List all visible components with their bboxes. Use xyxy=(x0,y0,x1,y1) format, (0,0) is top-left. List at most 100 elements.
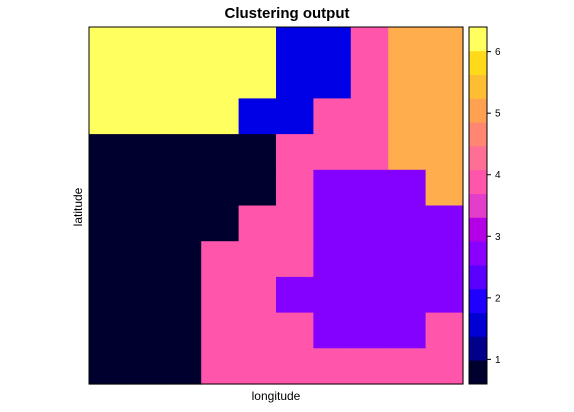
heatmap-cell xyxy=(388,98,427,135)
heatmap-cell xyxy=(350,27,389,64)
heatmap-cell xyxy=(276,276,314,314)
heatmap-cell xyxy=(313,27,352,64)
heatmap-cell xyxy=(313,134,352,171)
heatmap-cell xyxy=(126,205,165,242)
heatmap-cell xyxy=(163,27,202,64)
heatmap-cell xyxy=(425,276,464,314)
heatmap-cell xyxy=(201,348,240,385)
heatmap-cell xyxy=(276,241,314,278)
heatmap-cell xyxy=(388,205,427,242)
heatmap-cell xyxy=(238,276,277,314)
heatmap-cell xyxy=(425,169,464,207)
heatmap-cell xyxy=(163,312,202,349)
heatmap-cell xyxy=(313,348,352,385)
heatmap-cell xyxy=(388,241,427,278)
colorbar-swatch xyxy=(469,98,487,123)
heatmap-cell xyxy=(201,27,240,64)
heatmap-cell xyxy=(276,169,314,207)
heatmap-cell xyxy=(89,241,127,278)
heatmap-cell xyxy=(350,134,389,171)
heatmap-cell xyxy=(201,276,240,314)
colorbar-tick-label: 6 xyxy=(495,47,501,58)
heatmap-cell xyxy=(276,62,314,99)
heatmap-cell xyxy=(425,27,464,64)
heatmap-cell xyxy=(201,169,240,207)
heatmap-cell xyxy=(89,348,127,385)
heatmap-cell xyxy=(163,62,202,99)
colorbar-tick-label: 4 xyxy=(495,170,501,181)
heatmap-cell xyxy=(276,348,314,385)
heatmap-cell xyxy=(276,312,314,349)
heatmap-cell xyxy=(313,169,352,207)
heatmap-cell xyxy=(238,27,277,64)
colorbar-swatch xyxy=(469,217,487,242)
heatmap-cell xyxy=(276,27,314,64)
heatmap-cell xyxy=(425,98,464,135)
heatmap-cell xyxy=(201,205,240,242)
heatmap-cell xyxy=(126,134,165,171)
heatmap-cell xyxy=(238,312,277,349)
heatmap-cell xyxy=(163,205,202,242)
heatmap-cell xyxy=(313,241,352,278)
heatmap-cell xyxy=(388,134,427,171)
heatmap-cell xyxy=(313,276,352,314)
heatmap-cell xyxy=(126,98,165,135)
heatmap-cell xyxy=(425,134,464,171)
heatmap-cell xyxy=(350,205,389,242)
heatmap-cell xyxy=(238,241,277,278)
heatmap-cell xyxy=(238,134,277,171)
plot-frame xyxy=(88,26,464,385)
colorbar-tick-label: 5 xyxy=(495,109,501,120)
heatmap-cell xyxy=(89,62,127,99)
heatmap-cell xyxy=(350,241,389,278)
heatmap-cell xyxy=(89,169,127,207)
heatmap-cell xyxy=(201,134,240,171)
heatmap-cell xyxy=(388,348,427,385)
chart-title: Clustering output xyxy=(225,5,350,22)
heatmap-cell xyxy=(238,98,277,135)
heatmap-cell xyxy=(388,62,427,99)
heatmap-cell xyxy=(89,98,127,135)
colorbar-swatch xyxy=(469,146,487,171)
heatmap-cell xyxy=(126,169,165,207)
heatmap-cell xyxy=(313,62,352,99)
heatmap-cell xyxy=(238,348,277,385)
colorbar-swatch xyxy=(469,241,487,266)
heatmap-cell xyxy=(126,27,165,64)
heatmap-cell xyxy=(201,312,240,349)
heatmap-cell xyxy=(89,205,127,242)
heatmap-cell xyxy=(425,205,464,242)
colorbar-swatch xyxy=(469,50,487,75)
heatmap-cell xyxy=(425,62,464,99)
x-axis-label: longitude xyxy=(252,389,301,403)
heatmap-cell xyxy=(163,276,202,314)
colorbar-swatch xyxy=(469,312,487,337)
heatmap-cell xyxy=(163,98,202,135)
heatmap-cell xyxy=(238,62,277,99)
heatmap-grid xyxy=(89,27,464,385)
colorbar-swatch xyxy=(469,74,487,99)
heatmap-cell xyxy=(276,134,314,171)
heatmap-cell xyxy=(89,312,127,349)
colorbar-swatch xyxy=(469,169,487,194)
heatmap-cell xyxy=(201,62,240,99)
colorbar-swatch xyxy=(469,288,487,313)
heatmap-cell xyxy=(350,312,389,349)
heatmap-cell xyxy=(350,169,389,207)
heatmap-cell xyxy=(126,312,165,349)
heatmap-cell xyxy=(313,205,352,242)
colorbar-ticks: 1 2 3 4 5 6 xyxy=(487,47,501,366)
colorbar-swatch xyxy=(469,265,487,290)
heatmap-cell xyxy=(425,241,464,278)
heatmap-cell xyxy=(89,134,127,171)
heatmap-cell xyxy=(350,276,389,314)
colorbar-swatch xyxy=(469,360,487,385)
colorbar-frame xyxy=(468,26,488,385)
heatmap-cell xyxy=(163,169,202,207)
heatmap-cell xyxy=(126,62,165,99)
colorbar-swatch xyxy=(469,122,487,147)
y-axis-label: latitude xyxy=(71,187,85,226)
heatmap-cell xyxy=(126,348,165,385)
heatmap-cell xyxy=(425,348,464,385)
